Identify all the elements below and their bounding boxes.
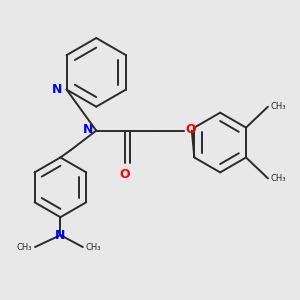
Text: N: N <box>52 83 62 96</box>
Text: CH₃: CH₃ <box>271 102 286 111</box>
Text: CH₃: CH₃ <box>16 242 32 251</box>
Text: N: N <box>83 123 93 136</box>
Text: CH₃: CH₃ <box>271 174 286 183</box>
Text: CH₃: CH₃ <box>86 242 101 251</box>
Text: O: O <box>119 168 130 181</box>
Text: O: O <box>186 123 196 136</box>
Text: N: N <box>55 229 66 242</box>
